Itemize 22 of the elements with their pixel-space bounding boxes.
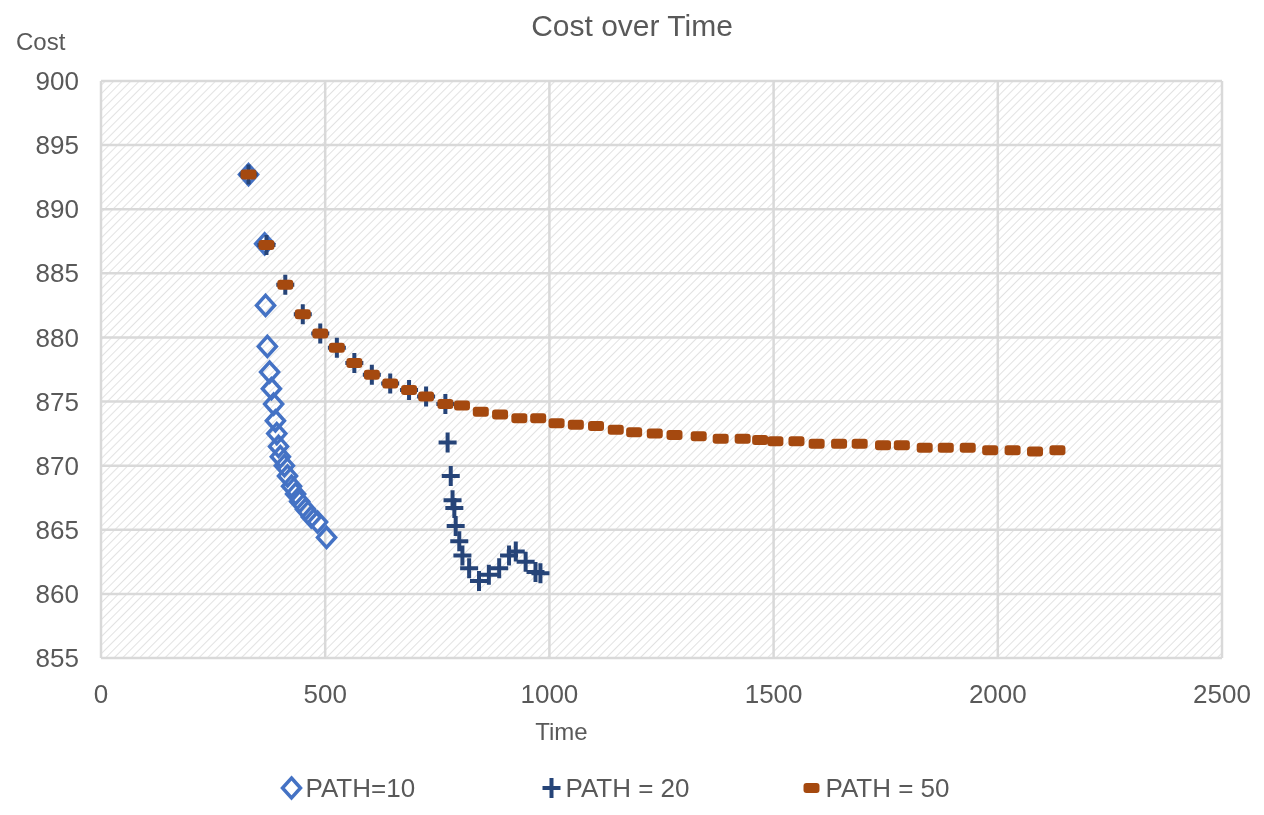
y-tick-label: 895 xyxy=(35,130,79,161)
y-tick-label: 880 xyxy=(35,322,79,353)
x-axis-title: Time xyxy=(535,718,588,745)
y-tick-label: 875 xyxy=(35,386,79,417)
legend-label: PATH = 20 xyxy=(565,773,690,804)
x-tick-label: 500 xyxy=(303,679,347,709)
x-tick-label: 1500 xyxy=(744,679,803,709)
y-tick-label: 860 xyxy=(35,578,79,609)
y-tick-label: 890 xyxy=(35,194,79,225)
y-tick-label: 870 xyxy=(35,450,79,481)
y-axis-title: Cost xyxy=(16,28,66,55)
y-tick-label: 885 xyxy=(35,258,79,289)
x-tick-label: 2500 xyxy=(1193,679,1251,709)
y-tick-label: 865 xyxy=(35,514,79,545)
x-tick-label: 2000 xyxy=(968,679,1027,709)
x-tick-label: 1000 xyxy=(520,679,579,709)
chart-title: Cost over Time xyxy=(531,9,733,42)
legend-label: PATH = 50 xyxy=(825,773,950,804)
y-tick-label: 900 xyxy=(35,66,79,97)
legend-label: PATH=10 xyxy=(305,773,416,804)
x-tick-label: 0 xyxy=(93,679,109,709)
y-tick-label: 855 xyxy=(35,643,79,674)
